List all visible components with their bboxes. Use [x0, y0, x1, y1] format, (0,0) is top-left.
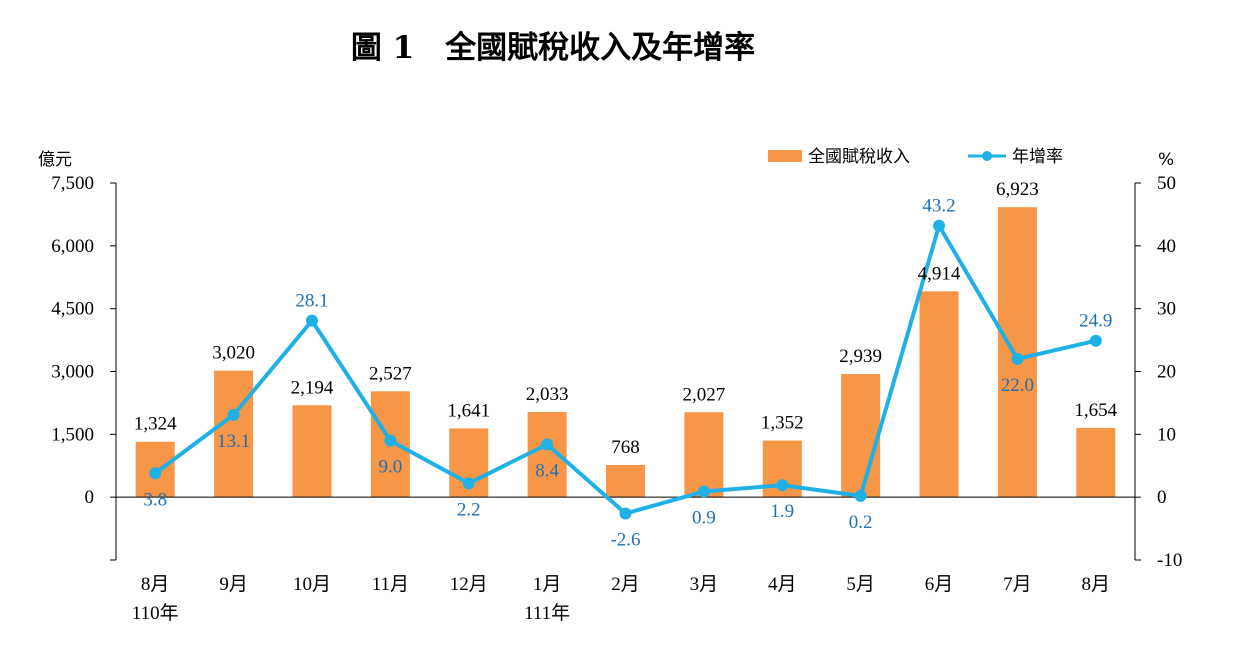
- revenue-bar: [606, 464, 645, 498]
- bar-value-label: 6,923: [996, 179, 1039, 200]
- rate-value-label: 0.9: [692, 508, 716, 529]
- rate-value-label: 3.8: [143, 489, 167, 510]
- rate-value-label: 0.2: [849, 512, 873, 533]
- bar-value-label: 3,020: [212, 343, 255, 364]
- right-tick-label: 20: [1157, 362, 1176, 383]
- x-year-label: 111年: [524, 602, 570, 624]
- rate-point: [541, 438, 554, 451]
- bar-value-label: 1,654: [1074, 400, 1117, 421]
- revenue-bar: [1076, 427, 1116, 498]
- legend-bar-swatch: [768, 150, 802, 162]
- rate-point: [149, 467, 162, 480]
- x-category-label: 4月: [768, 574, 797, 595]
- rate-value-label: 2.2: [457, 499, 481, 520]
- left-tick-label: 0: [85, 487, 95, 508]
- rate-value-label: 43.2: [922, 196, 955, 217]
- left-tick-label: 7,500: [51, 173, 94, 194]
- x-category-label: 12月: [450, 574, 488, 595]
- left-tick-label: 4,500: [51, 299, 94, 320]
- rate-point: [933, 219, 946, 232]
- right-tick-label: 30: [1157, 299, 1176, 320]
- rate-value-label: 22.0: [1001, 375, 1034, 396]
- x-category-label: 11月: [372, 574, 409, 595]
- bar-value-label: 2,027: [683, 384, 726, 405]
- right-tick-label: 10: [1157, 424, 1176, 445]
- right-tick-label: 0: [1157, 487, 1167, 508]
- x-category-label: 2月: [611, 574, 640, 595]
- bar-value-label: 768: [611, 437, 640, 458]
- x-category-label: 9月: [219, 574, 248, 595]
- revenue-bar: [684, 412, 724, 498]
- bar-value-label: 1,352: [761, 413, 804, 434]
- left-axis: 0 1,500 3,000 4,500 6,000 7,500: [51, 173, 117, 561]
- revenue-bar: [214, 370, 254, 498]
- x-category-label: 8月: [141, 574, 170, 595]
- revenue-bar: [919, 291, 959, 498]
- x-category-label: 5月: [846, 574, 875, 595]
- bar-labels: 1,324 3,020 2,194 2,527 1,641 2,033 768 2,027 1,…: [134, 179, 1118, 458]
- legend: 全國賦稅收入 年增率: [768, 147, 1063, 167]
- x-axis-labels: 8月 110年 9月 10月 11月 12月 1月 111年 2月 3月 4月 5月 6月 7月 8月: [132, 574, 1110, 624]
- rate-point: [462, 477, 475, 490]
- left-tick-label: 1,500: [51, 424, 94, 445]
- rate-point: [697, 485, 710, 498]
- rate-point: [1089, 334, 1102, 347]
- bar-value-label: 1,324: [134, 414, 177, 435]
- bar-series: [135, 207, 1116, 498]
- rate-value-label: -2.6: [610, 530, 640, 551]
- legend-line-marker: [982, 151, 992, 161]
- legend-bar-label: 全國賦稅收入: [808, 147, 910, 167]
- bar-value-label: 2,194: [291, 377, 334, 398]
- left-tick-label: 3,000: [51, 362, 94, 383]
- rate-point: [619, 507, 632, 520]
- rate-value-label: 9.0: [378, 457, 402, 478]
- bar-value-label: 2,033: [526, 384, 569, 405]
- rate-line-series: [149, 219, 1102, 520]
- bar-value-label: 2,527: [369, 363, 412, 384]
- rate-point: [776, 479, 789, 492]
- revenue-bar: [997, 207, 1037, 498]
- rate-point: [227, 408, 240, 421]
- x-category-label: 3月: [690, 574, 719, 595]
- revenue-bar: [841, 374, 881, 498]
- right-axis-unit: %: [1158, 150, 1174, 170]
- rate-labels: 3.8 13.1 28.1 9.0 2.2 8.4 -2.6 0.9 1.9 0.2 43.2 22.…: [143, 196, 1112, 551]
- x-year-label: 110年: [132, 602, 179, 624]
- chart-title: 圖 1 全國賦稅收入及年增率: [351, 30, 755, 66]
- x-category-label: 8月: [1082, 574, 1111, 595]
- x-category-label: 1月: [533, 574, 562, 595]
- left-tick-label: 6,000: [51, 236, 94, 257]
- legend-line-label: 年增率: [1012, 147, 1063, 167]
- rate-value-label: 24.9: [1079, 311, 1112, 332]
- rate-point: [1011, 352, 1024, 365]
- x-category-label: 6月: [925, 574, 954, 595]
- right-axis: -10 0 10 20 30 40 50: [1134, 173, 1182, 571]
- right-tick-label: 40: [1157, 236, 1176, 257]
- rate-value-label: 13.1: [217, 431, 250, 452]
- revenue-bar: [292, 405, 332, 498]
- rate-point: [854, 489, 867, 502]
- x-category-label: 7月: [1003, 574, 1032, 595]
- rate-value-label: 1.9: [770, 501, 794, 522]
- right-tick-label: 50: [1157, 173, 1176, 194]
- x-category-label: 10月: [293, 574, 331, 595]
- bar-value-label: 2,939: [839, 346, 882, 367]
- bar-value-label: 4,914: [918, 263, 961, 284]
- rate-value-label: 28.1: [295, 291, 328, 312]
- left-axis-unit: 億元: [38, 150, 72, 170]
- bar-value-label: 1,641: [447, 400, 490, 421]
- right-tick-label: -10: [1157, 550, 1182, 571]
- rate-point: [305, 314, 318, 327]
- rate-value-label: 8.4: [535, 460, 559, 481]
- rate-point: [384, 434, 397, 447]
